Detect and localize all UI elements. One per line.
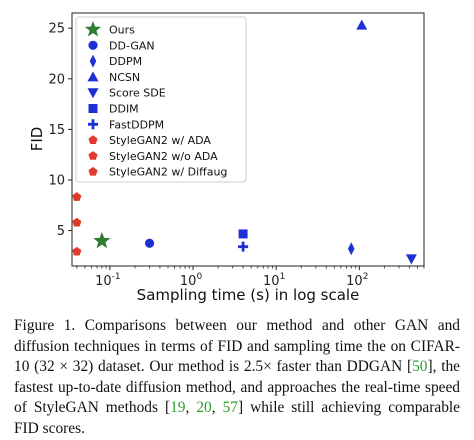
caption-text-1: Figure 1. Comparisons between our method… — [14, 317, 460, 376]
legend-label-ours: Ours — [109, 24, 135, 37]
caption-separator-2: , — [211, 399, 223, 417]
legend-label-ncsn: NCSN — [109, 71, 140, 84]
plot-area-frame — [71, 12, 425, 267]
legend-marker-fastddpm — [88, 119, 98, 130]
point-stylegan2-w-o-ada — [72, 192, 82, 201]
legend-marker-score-sde — [87, 88, 99, 99]
point-ddim — [238, 229, 248, 239]
caption-separator-1: , — [185, 399, 197, 417]
y-tick-label: 10 — [48, 173, 65, 188]
legend-marker-stylegan2-w-ada — [88, 135, 98, 144]
point-ncsn — [356, 19, 368, 30]
legend-label-dd-gan: DD-GAN — [109, 39, 155, 52]
citation-link-50[interactable]: 50 — [412, 358, 428, 376]
caption-text-3: ] while still achieving comparable FID s… — [14, 399, 461, 437]
citation-link-20[interactable]: 20 — [196, 399, 212, 417]
y-axis-title: FID — [28, 127, 46, 152]
y-axis-ticks: 5 10 15 20 25 — [48, 22, 72, 239]
point-stylegan2-w-diffaug — [72, 217, 82, 227]
legend-label-ddim: DDIM — [109, 103, 139, 116]
y-tick-label: 20 — [48, 72, 65, 87]
legend-label-score-sde: Score SDE — [109, 87, 166, 100]
legend: Ours DD-GAN DDPM NCSN Score SDE DDIM FastDDPM S… — [75, 16, 247, 183]
legend-marker-ddpm — [89, 54, 97, 68]
legend-marker-stylegan2-w-o-ada — [88, 151, 98, 160]
legend-label-fastddpm: FastDDPM — [109, 118, 164, 131]
legend-label-stylegan2-w-diffaug: StyleGAN2 w/ Diffaug — [109, 166, 227, 179]
y-tick-label: 25 — [48, 22, 65, 37]
figure-caption: Figure 1. Comparisons between our method… — [14, 316, 460, 440]
point-score-sde — [405, 254, 417, 265]
y-tick-label: 15 — [48, 123, 65, 138]
legend-marker-dd-gan — [88, 40, 98, 50]
legend-marker-stylegan2-w-diffaug — [88, 166, 98, 176]
citation-link-57[interactable]: 57 — [222, 399, 238, 417]
y-tick-label: 5 — [57, 224, 65, 239]
legend-label-ddpm: DDPM — [109, 55, 142, 68]
citation-link-19[interactable]: 19 — [170, 399, 186, 417]
x-tick-label: 10-1 — [95, 272, 121, 289]
x-axis-title: Sampling time (s) in log scale — [137, 286, 360, 304]
legend-label-stylegan2-w-o-ada: StyleGAN2 w/o ADA — [109, 150, 218, 163]
legend-box — [75, 16, 247, 183]
legend-marker-ncsn — [87, 71, 99, 82]
legend-marker-ddim — [88, 104, 98, 113]
point-ours — [93, 231, 111, 249]
point-stylegan2-w-ada — [72, 246, 82, 256]
point-dd-gan — [144, 238, 155, 248]
point-fastddpm — [238, 241, 249, 252]
caption-text-2: ], the fastest up-to-date diffusion meth… — [14, 358, 461, 417]
legend-marker-ours — [84, 20, 102, 37]
legend-label-stylegan2-w-ada: StyleGAN2 w/ ADA — [109, 134, 211, 147]
point-ddpm — [347, 242, 355, 256]
data-points — [72, 19, 417, 265]
